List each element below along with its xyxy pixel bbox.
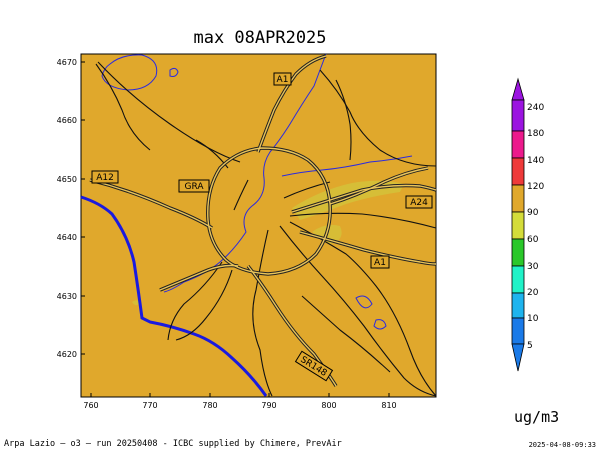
colorbar-segment (511, 99, 525, 132)
y-tick-label: 4660 (57, 116, 77, 125)
colorbar-top-arrow (511, 77, 525, 101)
river-south (355, 295, 373, 309)
colorbar-label: 90 (527, 208, 539, 218)
road-label-a1-north: A1 (273, 72, 292, 86)
run-timestamp: 2025-04-08-09:33 (528, 441, 596, 449)
colorbar-bottom-arrow (511, 343, 525, 372)
y-tick-label: 4620 (57, 350, 77, 359)
ozone-patch-east (292, 180, 404, 220)
svg-text:GRA: GRA (184, 182, 204, 192)
colorbar-label: 60 (527, 235, 539, 245)
road-label-a12: A12 (91, 170, 119, 184)
x-tick-label: 770 (142, 401, 157, 410)
road-label-gra: GRA (178, 179, 210, 193)
colorbar-segment (511, 184, 525, 213)
colorbar-label: 10 (527, 314, 539, 324)
colorbar-label: 30 (527, 262, 539, 272)
colorbar-segment (511, 317, 525, 345)
x-tick-label: 810 (381, 401, 396, 410)
y-tick-label: 4670 (57, 58, 77, 67)
colorbar: 240 180 140 120 90 60 30 20 10 5 (511, 77, 544, 372)
lake-small (169, 67, 179, 77)
x-tick-label: 760 (83, 401, 98, 410)
colorbar-label: 20 (527, 288, 539, 298)
x-tick-label: 780 (202, 401, 217, 410)
coastline (80, 195, 268, 397)
y-axis: 4670 4660 4650 4640 4630 4620 (57, 58, 85, 359)
x-tick-label: 800 (321, 401, 336, 410)
svg-text:A1: A1 (277, 75, 289, 85)
road-label-a24: A24 (405, 195, 433, 209)
colorbar-segment (511, 238, 525, 267)
footer-caption: Arpa Lazio — o3 — run 20250408 - ICBC su… (4, 439, 342, 449)
colorbar-segment (511, 211, 525, 240)
lake-bracciano (101, 54, 158, 91)
svg-text:A1: A1 (374, 258, 386, 268)
colorbar-label: 5 (527, 341, 533, 351)
map-panel: A1 A12 GRA A24 A1 SR148 (80, 53, 437, 398)
y-tick-label: 4630 (57, 292, 77, 301)
colorbar-label: 240 (527, 103, 544, 113)
road-label-a1-south: A1 (370, 255, 390, 269)
lake-albano (373, 319, 387, 330)
map-background (80, 53, 437, 398)
colorbar-segment (511, 265, 525, 294)
colorbar-label: 120 (527, 182, 544, 192)
colorbar-segment (511, 157, 525, 186)
colorbar-segment (511, 130, 525, 159)
ozone-patch-west (132, 300, 140, 306)
y-tick-label: 4650 (57, 175, 77, 184)
colorbar-label: 140 (527, 156, 544, 166)
river-aniene (281, 155, 413, 177)
y-tick-label: 4640 (57, 233, 77, 242)
x-axis: 760 770 780 790 800 810 (83, 393, 397, 410)
svg-text:A24: A24 (410, 198, 428, 208)
colorbar-segment (511, 292, 525, 319)
colorbar-label: 180 (527, 129, 544, 139)
x-tick-label: 790 (261, 401, 276, 410)
map-title: max 08APR2025 (193, 28, 327, 48)
svg-text:A12: A12 (96, 173, 114, 183)
units-label: ug/m3 (514, 408, 560, 426)
